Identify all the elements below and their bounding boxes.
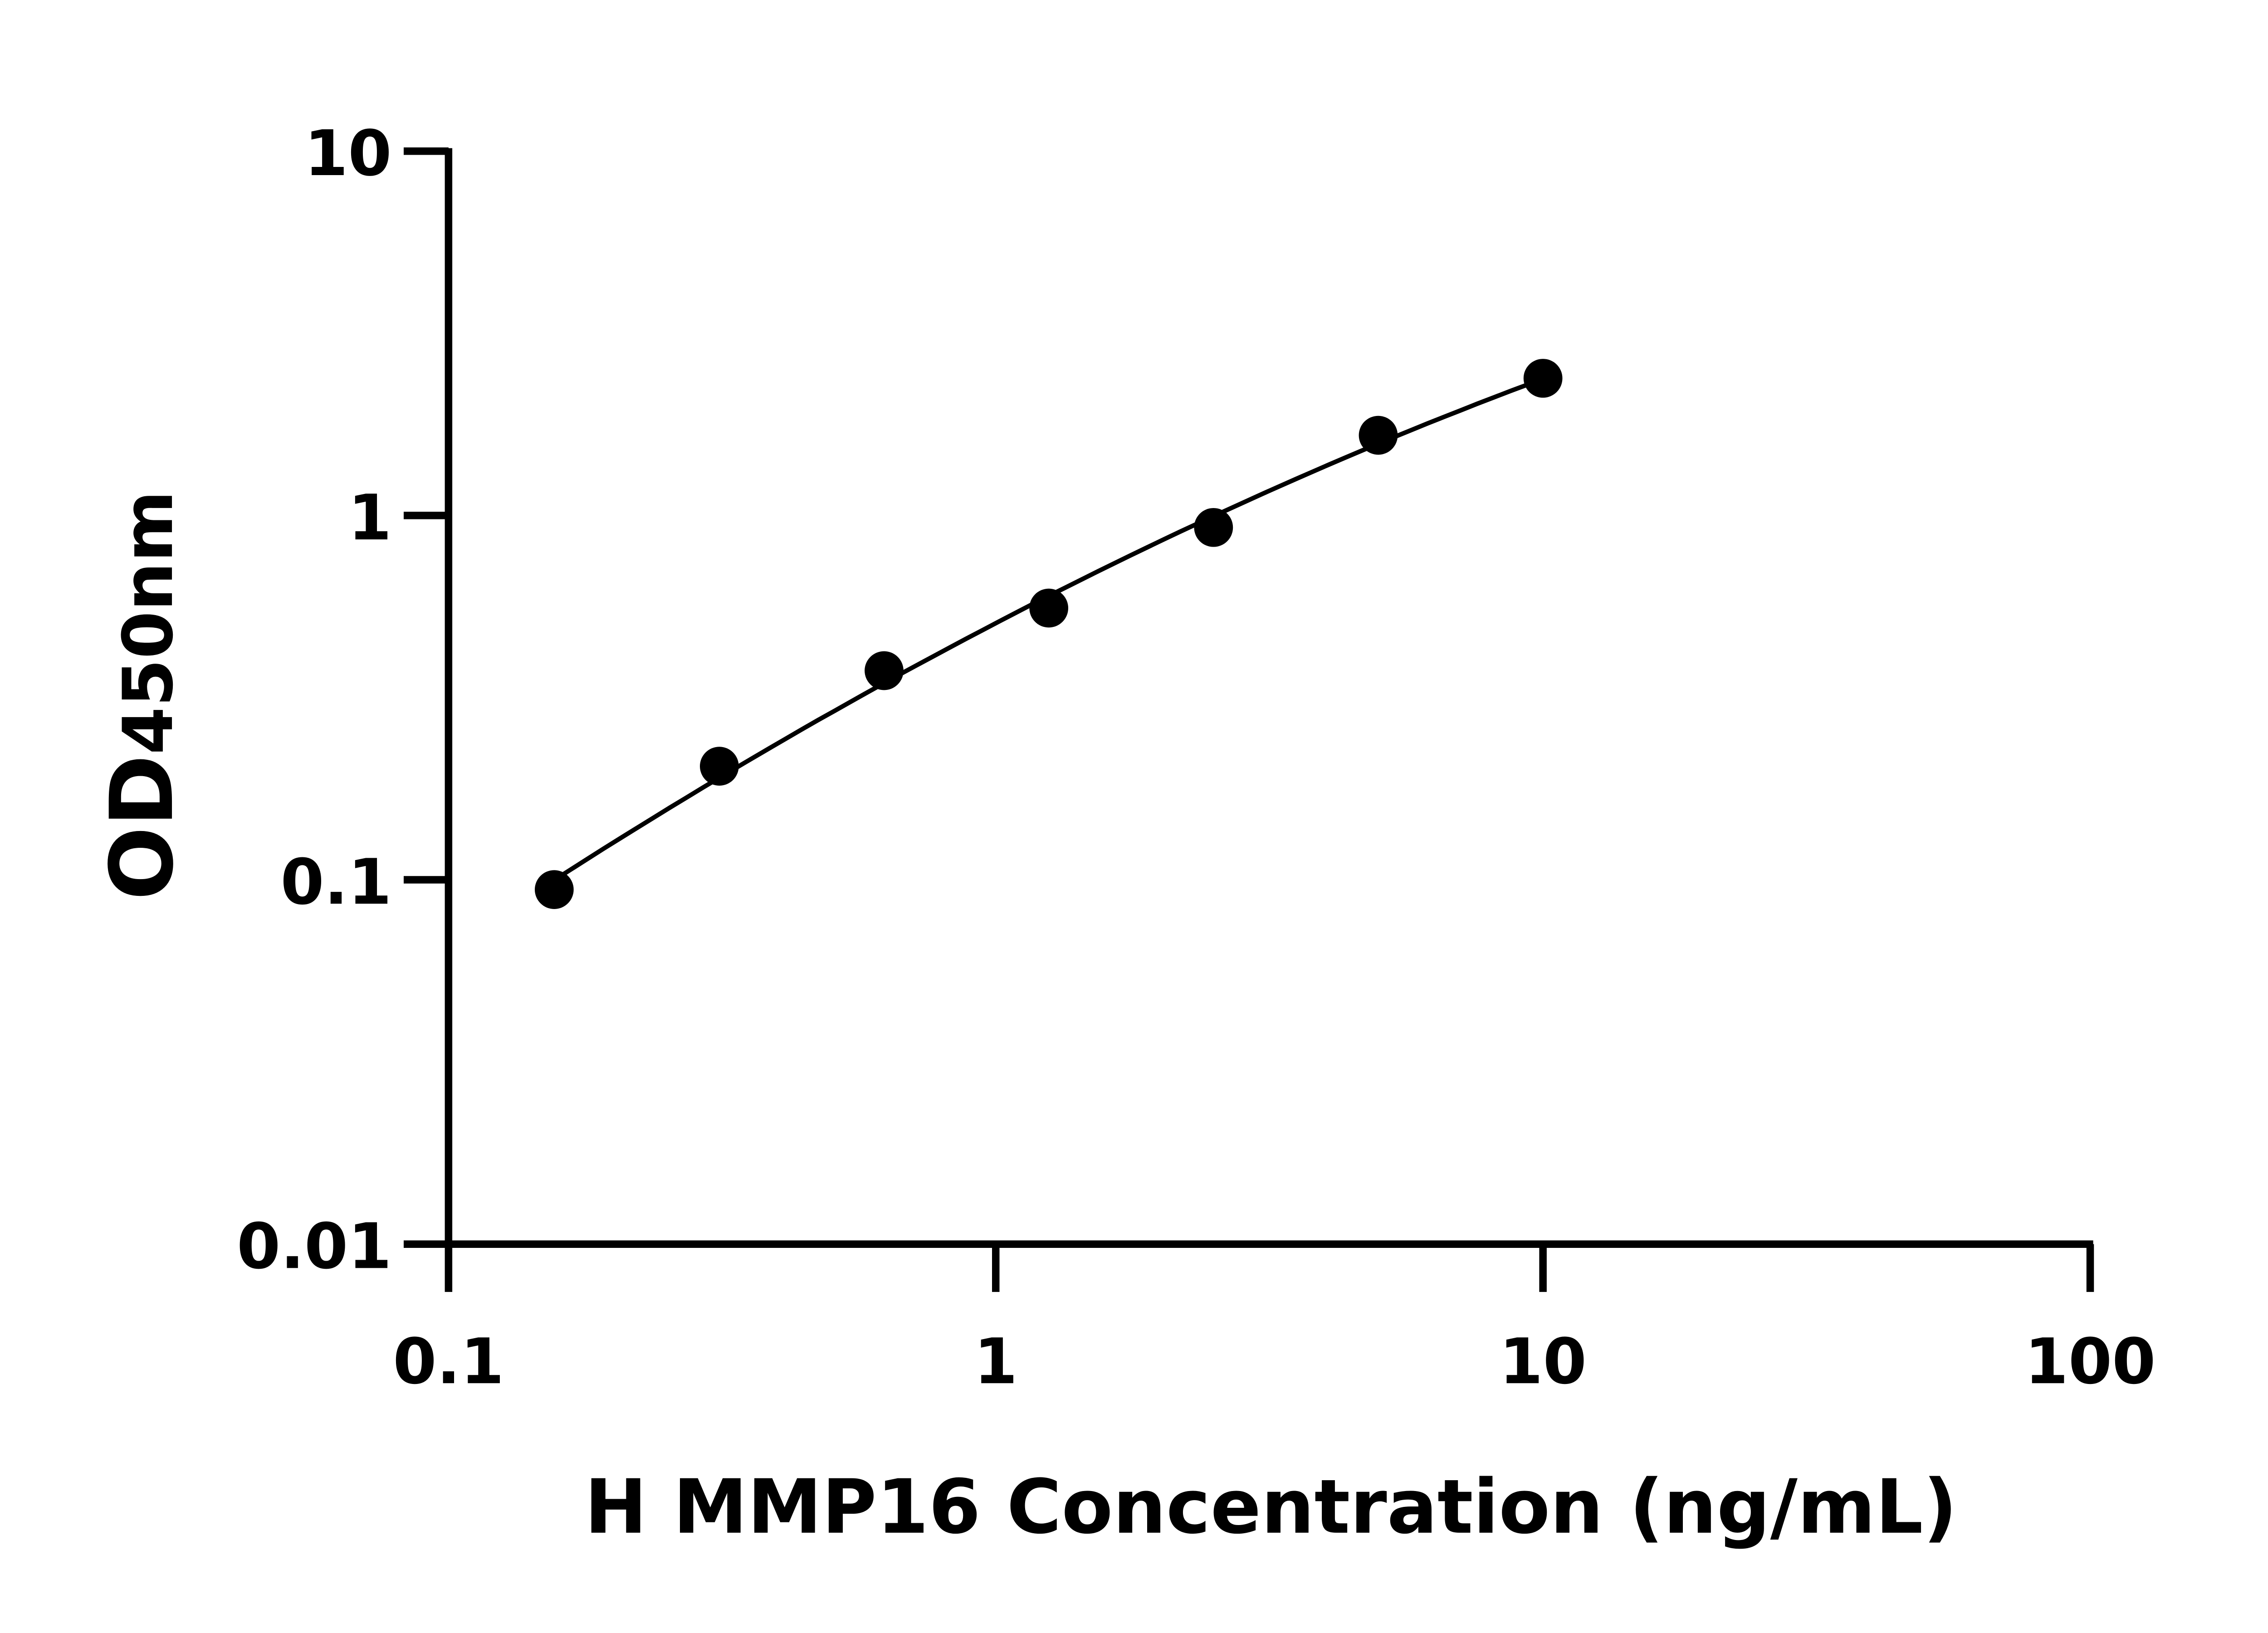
fit-curve-group — [553, 376, 1544, 882]
data-point — [1359, 416, 1398, 455]
data-point — [534, 870, 574, 909]
x-tick-label: 0.1 — [393, 1325, 504, 1398]
data-points — [534, 359, 1563, 909]
y-tick-label: 10 — [304, 117, 392, 190]
y-tick-label: 0.01 — [237, 1210, 392, 1283]
y-axis-label-main: OD — [92, 755, 193, 900]
data-point — [1194, 508, 1233, 547]
x-tick-label: 1 — [974, 1325, 1017, 1398]
y-tick-label: 1 — [348, 481, 391, 554]
data-point — [699, 747, 739, 786]
data-point — [865, 651, 904, 690]
data-point — [1523, 359, 1563, 398]
y-tick-label: 0.1 — [280, 846, 391, 919]
y-axis-label: OD450nm — [92, 490, 193, 900]
axes — [445, 148, 2093, 1248]
x-axis-label: H MMP16 Concentration (ng/mL) — [585, 1463, 1957, 1550]
y-axis-label-sub: 450nm — [108, 490, 188, 754]
x-tick-label: 10 — [1499, 1325, 1587, 1398]
x-tick-label: 100 — [2025, 1325, 2156, 1398]
data-point — [1029, 588, 1068, 628]
fit-curve — [553, 376, 1544, 882]
